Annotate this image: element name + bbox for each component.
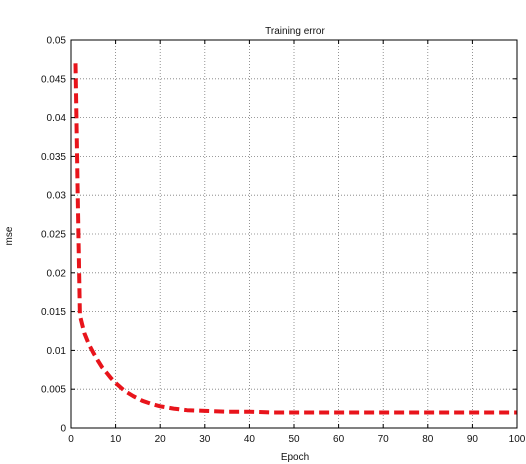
x-tick-label: 80 <box>422 434 434 445</box>
x-tick-label: 50 <box>288 434 300 445</box>
x-tick-label: 60 <box>333 434 345 445</box>
x-tick-label: 70 <box>378 434 390 445</box>
y-tick-label: 0.04 <box>47 113 67 124</box>
y-tick-label: 0 <box>60 424 66 435</box>
y-tick-label: 0.045 <box>41 74 66 85</box>
x-tick-label: 10 <box>110 434 122 445</box>
y-tick-label: 0.05 <box>47 36 67 47</box>
chart-title: Training error <box>265 26 325 37</box>
x-tick-label: 40 <box>244 434 256 445</box>
y-axis-title: mse <box>4 226 15 245</box>
x-tick-label: 20 <box>155 434 167 445</box>
y-tick-label: 0.015 <box>41 307 66 318</box>
x-axis-title: Epoch <box>281 452 309 463</box>
y-tick-label: 0.02 <box>47 268 67 279</box>
x-tick-label: 30 <box>199 434 211 445</box>
x-tick-label: 90 <box>467 434 479 445</box>
x-tick-label: 100 <box>509 434 526 445</box>
y-tick-label: 0.01 <box>47 346 67 357</box>
y-tick-label: 0.005 <box>41 385 66 396</box>
y-tick-label: 0.03 <box>47 191 67 202</box>
y-tick-label: 0.035 <box>41 152 66 163</box>
x-tick-label: 0 <box>68 434 74 445</box>
y-tick-label: 0.025 <box>41 230 66 241</box>
